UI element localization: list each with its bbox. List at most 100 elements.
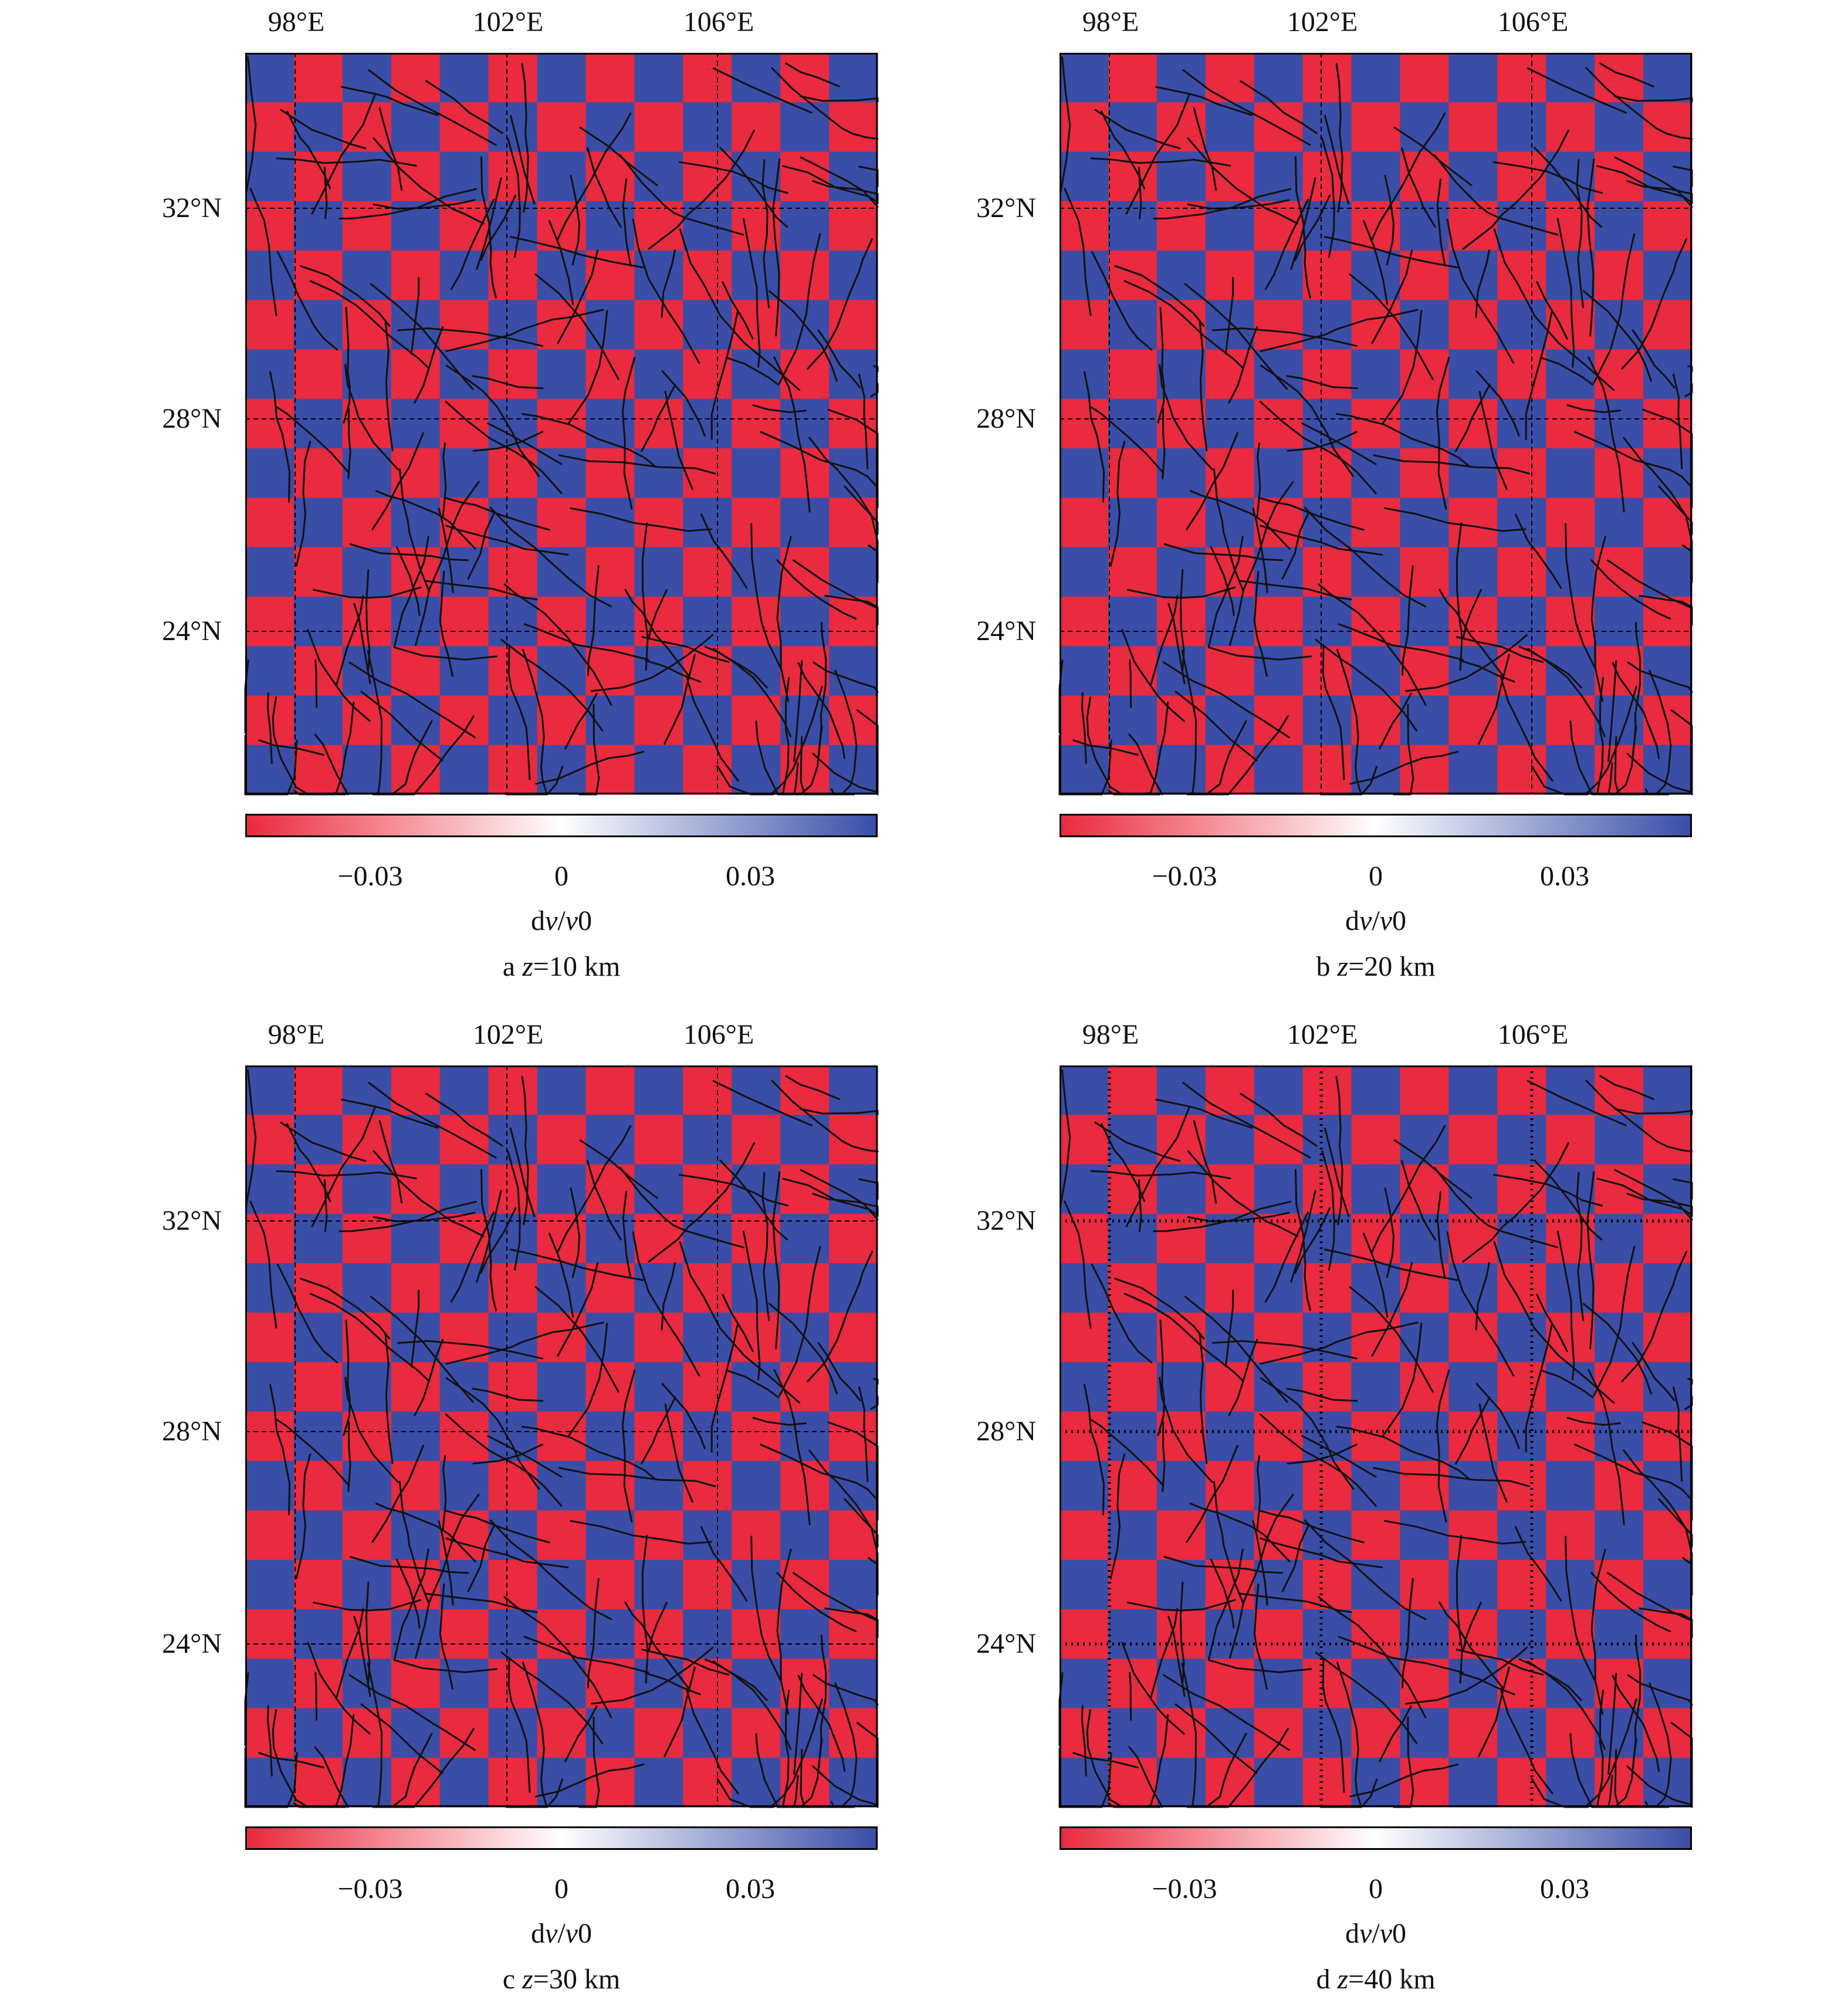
lon-label-102e: 102°E: [472, 1019, 544, 1050]
fault-trace: [365, 569, 371, 671]
fault-trace: [375, 490, 476, 550]
checker-cell: [732, 1164, 781, 1214]
checker-cell: [732, 151, 781, 202]
fault-trace: [570, 1520, 712, 1545]
fault-trace: [1286, 1388, 1358, 1402]
lon-label-98e: 98°E: [1082, 6, 1139, 38]
fault-trace: [1459, 1672, 1515, 1696]
fault-trace: [1207, 1659, 1312, 1673]
checker-cell: [1595, 1065, 1644, 1115]
checker-cell: [488, 1757, 538, 1808]
fault-trace: [503, 1596, 612, 1718]
checker-cell: [488, 745, 538, 795]
fault-trace: [1336, 649, 1362, 796]
fault-trace: [1301, 422, 1377, 465]
fault-trace: [619, 1166, 744, 1249]
checker-cell: [829, 300, 878, 350]
fault-trace: [1590, 1572, 1671, 1632]
checker-cell: [634, 1065, 683, 1115]
checker-cell: [1448, 300, 1498, 350]
checker-cell: [537, 251, 587, 300]
fault-trace: [750, 523, 782, 669]
checker-cell: [245, 646, 295, 696]
checker-cell: [391, 1065, 441, 1115]
checker-cell: [732, 398, 781, 449]
checker-cell: [1254, 1757, 1304, 1808]
lat-label-32n: 32°N: [162, 192, 222, 224]
fault-trace: [360, 691, 444, 762]
checker-cell: [780, 1213, 830, 1264]
checker-cell: [488, 1559, 538, 1610]
fault-trace: [1590, 559, 1671, 620]
checker-cell: [683, 745, 732, 795]
fault-trace: [1527, 648, 1606, 737]
fault-trace: [1260, 364, 1355, 478]
fault-trace: [1566, 404, 1622, 414]
checker-cell: [780, 1609, 830, 1659]
fault-trace: [1585, 1080, 1693, 1153]
fault-trace: [1224, 1290, 1234, 1368]
fault-trace: [700, 513, 748, 589]
fault-trace: [269, 371, 291, 503]
fault-trace: [1260, 1321, 1419, 1365]
fault-trace: [1514, 1526, 1562, 1602]
fault-trace: [793, 559, 879, 609]
checker-cell: [439, 1609, 489, 1659]
checker-cell: [1448, 1115, 1498, 1165]
fault-trace: [276, 1170, 417, 1179]
fault-trace: [1401, 147, 1436, 228]
fault-trace: [1324, 114, 1350, 205]
checker-cell: [1400, 1411, 1449, 1461]
checker-cell: [634, 53, 683, 103]
fault-trace: [1582, 1302, 1652, 1395]
fault-trace: [1287, 1443, 1358, 1464]
checker-cell: [1400, 1757, 1449, 1808]
fault-trace: [797, 1674, 846, 1772]
checker-cell: [1643, 1263, 1693, 1313]
fault-trace: [726, 1369, 780, 1399]
checker-cell: [1595, 53, 1644, 103]
checker-cell: [1108, 596, 1157, 647]
checker-cell: [537, 1461, 587, 1511]
fault-trace: [1193, 107, 1217, 191]
fault-trace: [1321, 137, 1335, 258]
fault-trace: [1475, 1383, 1520, 1450]
checker-cell: [732, 1708, 781, 1758]
checker-cell: [683, 695, 732, 746]
fault-trace: [368, 69, 497, 146]
fault-trace: [1084, 371, 1105, 503]
fault-trace: [360, 1703, 444, 1774]
checker-cell: [439, 1411, 489, 1461]
checker-cell: [1400, 547, 1449, 597]
fault-trace: [773, 1369, 811, 1525]
checker-cell: [634, 349, 683, 400]
checker-cell: [1351, 1411, 1401, 1461]
fault-trace: [1187, 137, 1299, 225]
fault-trace: [1371, 1262, 1413, 1357]
checker-cell: [245, 1609, 295, 1659]
checker-cell: [1060, 151, 1109, 202]
fault-trace: [1527, 67, 1627, 114]
fault-trace: [348, 1674, 476, 1751]
checker-cell: [1546, 53, 1595, 103]
fault-trace: [521, 1426, 657, 1481]
colorbar-title: dv/v0: [1345, 905, 1406, 936]
fault-trace: [621, 357, 636, 510]
fault-trace: [1322, 646, 1345, 780]
fault-trace: [1590, 536, 1606, 702]
fault-trace: [1373, 454, 1530, 475]
checker-cell: [1205, 1164, 1255, 1214]
fault-trace: [467, 1524, 496, 1592]
checker-cell: [342, 1213, 392, 1264]
checker-cell: [1108, 1213, 1157, 1264]
fault-trace: [1596, 1689, 1605, 1808]
fault-trace: [353, 1615, 371, 1697]
fault-trace: [1371, 112, 1446, 241]
fault-trace: [375, 1503, 476, 1562]
fault-trace: [507, 1150, 521, 1271]
checker-cell: [1351, 251, 1401, 300]
checker-cell: [1546, 151, 1595, 202]
checker-cell: [1400, 745, 1449, 795]
checker-cell: [1156, 1164, 1206, 1214]
checker-cell: [488, 547, 538, 597]
